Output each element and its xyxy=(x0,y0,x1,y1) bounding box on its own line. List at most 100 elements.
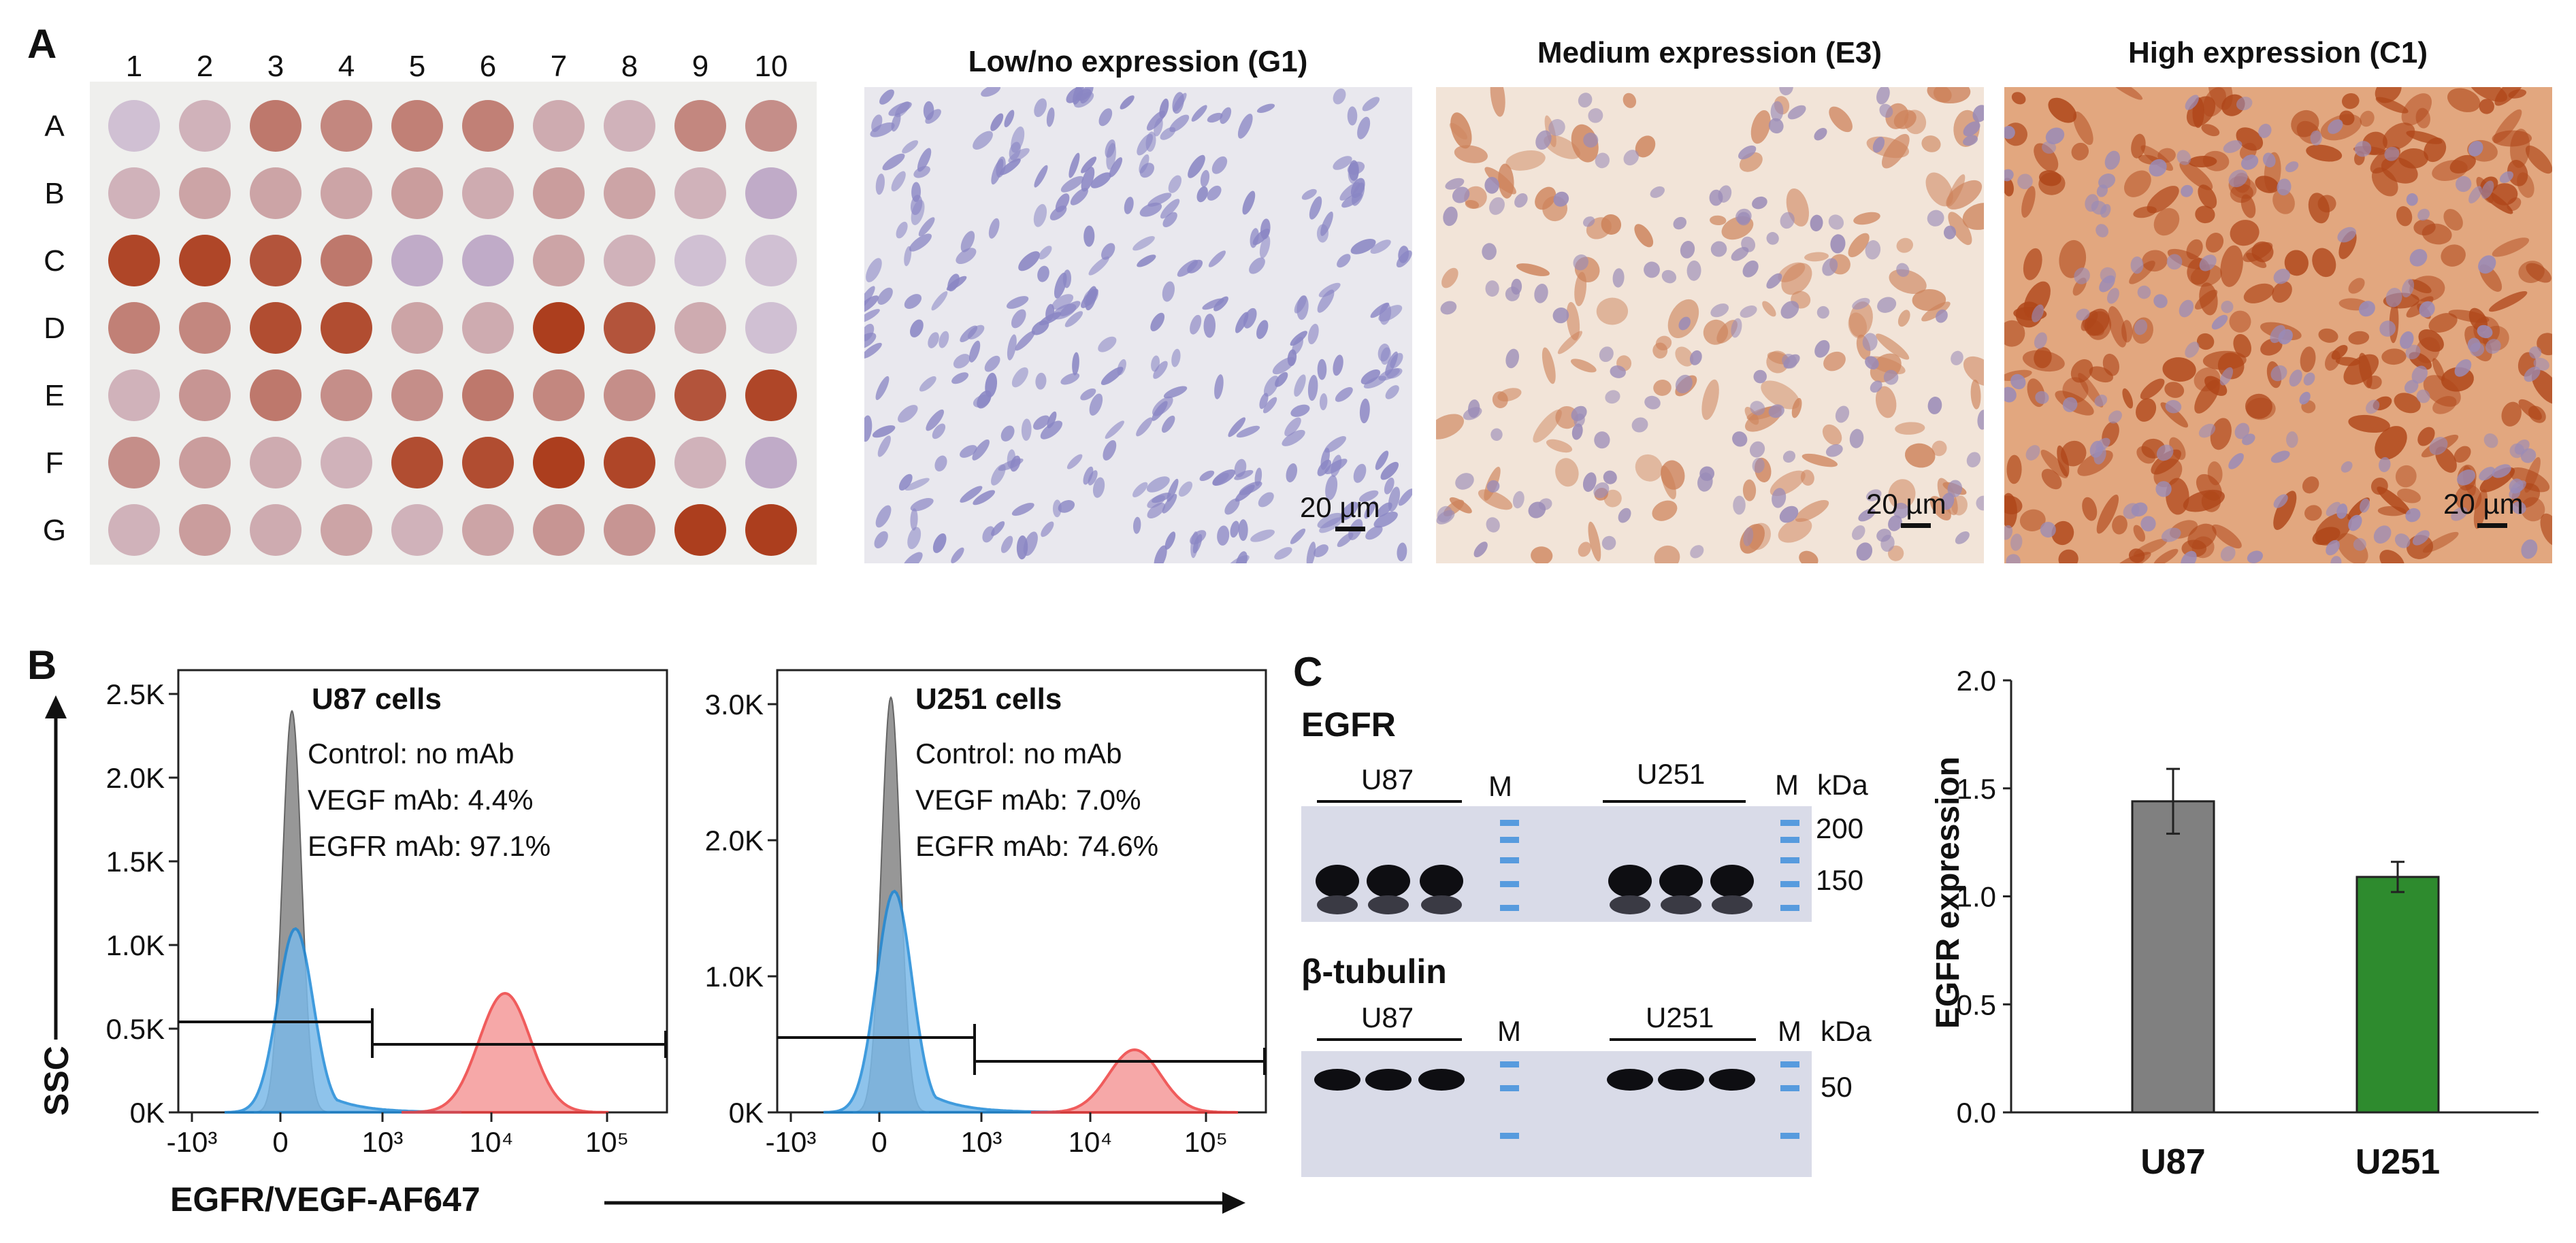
micrograph-medium: 20 µm xyxy=(1436,87,1984,563)
tma-core xyxy=(533,302,585,354)
tma-core xyxy=(533,504,585,556)
flow-x-arrow-head xyxy=(1222,1192,1245,1214)
tma-core xyxy=(250,504,301,556)
x-tick-label: 10⁵ xyxy=(1184,1126,1228,1158)
x-tick-label: 10⁵ xyxy=(585,1126,629,1158)
tma-core xyxy=(391,369,443,421)
y-tick-label: 2.0 xyxy=(1957,665,1996,697)
vegf-histogram xyxy=(224,927,462,1114)
tma-core xyxy=(321,100,372,152)
marker-band xyxy=(1500,881,1519,887)
tma-core xyxy=(674,302,726,354)
tma-core xyxy=(250,369,301,421)
tma-core xyxy=(250,100,301,152)
tma-core xyxy=(533,167,585,219)
tma-row-labels: A B C D E F G xyxy=(43,110,66,547)
x-tick-label: 10³ xyxy=(961,1126,1002,1158)
tma-core xyxy=(250,167,301,219)
tma-core xyxy=(674,369,726,421)
scale-bar-label-low: 20 µm xyxy=(1300,491,1380,523)
tma-core xyxy=(745,437,797,488)
y-tick-label: 0K xyxy=(130,1097,165,1129)
tma-core xyxy=(108,235,160,286)
tma-column-label: 3 xyxy=(267,50,284,83)
flow-x-axis-label: EGFR/VEGF-AF647 xyxy=(170,1180,480,1219)
tma-core xyxy=(745,100,797,152)
tma-core xyxy=(745,235,797,286)
tissue-microarray: 1 2 3 4 5 6 7 8 9 10 A B C D E F G xyxy=(43,50,817,565)
tma-core xyxy=(321,437,372,488)
tma-column-label: 5 xyxy=(409,50,425,83)
tma-column-label: 6 xyxy=(480,50,496,83)
western-blot-panel: EGFR U87 M U251 M kDa 200 150 β-tubulin … xyxy=(1301,706,1872,1177)
marker-band xyxy=(1780,1061,1799,1067)
ssc-axis-label: SSC xyxy=(37,1046,76,1116)
size-label-50: 50 xyxy=(1821,1071,1853,1103)
category-label: U251 xyxy=(2355,1142,2440,1182)
legend-egfr: EGFR mAb: 97.1% xyxy=(308,830,551,862)
tma-core xyxy=(179,504,231,556)
legend-vegf: VEGF mAb: 7.0% xyxy=(915,784,1141,816)
x-tick-label: 10⁴ xyxy=(1069,1126,1113,1158)
marker-label: M xyxy=(1778,1015,1801,1047)
blot-band xyxy=(1420,865,1463,897)
y-tick-label: 1.0K xyxy=(705,961,764,993)
marker-band xyxy=(1500,905,1519,911)
blot-band xyxy=(1608,865,1652,897)
tma-core xyxy=(321,504,372,556)
blot-group-label-u251: U251 xyxy=(1637,758,1705,790)
tma-column-label: 10 xyxy=(755,50,788,83)
tma-core xyxy=(108,302,160,354)
blot-band xyxy=(1368,895,1409,914)
marker-label: M xyxy=(1775,769,1799,801)
tma-core xyxy=(391,302,443,354)
tma-row-label: C xyxy=(44,244,65,278)
blot-group-label-u87: U87 xyxy=(1361,1001,1414,1033)
tma-core xyxy=(321,235,372,286)
legend-control: Control: no mAb xyxy=(308,737,514,769)
tma-column-label: 9 xyxy=(692,50,708,83)
blot-band xyxy=(1659,865,1703,897)
tma-core xyxy=(462,369,514,421)
tma-row-label: B xyxy=(44,177,64,210)
tma-core xyxy=(604,100,655,152)
tma-core xyxy=(179,100,231,152)
tma-core xyxy=(462,504,514,556)
x-tick-label: 10³ xyxy=(362,1126,404,1158)
tma-core xyxy=(674,100,726,152)
marker-band xyxy=(1780,857,1799,863)
micrograph-panels: Low/no expression (G1) Medium expression… xyxy=(864,36,2552,563)
blot-band xyxy=(1314,1069,1360,1091)
micrograph-low: 20 µm xyxy=(864,87,1412,563)
flow-plot-u251: 0K 1.0K 2.0K 3.0K -10³ 0 10³ 10⁴ 10⁵ U251 cells… xyxy=(705,669,1267,1158)
marker-band xyxy=(1500,1061,1519,1067)
blot-band xyxy=(1317,895,1358,914)
x-tick-label: 0 xyxy=(871,1126,887,1158)
tma-core xyxy=(674,504,726,556)
blot-group-label-u87: U87 xyxy=(1361,763,1414,795)
tma-core xyxy=(462,100,514,152)
tma-core xyxy=(745,167,797,219)
scale-bar-medium xyxy=(1901,523,1931,528)
blot-band xyxy=(1316,865,1359,897)
tma-core xyxy=(321,302,372,354)
tma-core xyxy=(108,167,160,219)
tma-core xyxy=(179,235,231,286)
marker-band xyxy=(1500,1085,1519,1091)
blot-band xyxy=(1365,1069,1412,1091)
scale-bar-low xyxy=(1335,527,1365,531)
tma-core xyxy=(674,167,726,219)
tma-row-label: D xyxy=(44,312,65,345)
blot-band xyxy=(1367,865,1410,897)
marker-label: M xyxy=(1488,770,1512,802)
legend-control: Control: no mAb xyxy=(915,737,1122,769)
size-label-150: 150 xyxy=(1816,864,1863,896)
panel-letter-b: B xyxy=(27,642,56,688)
bar-chart-y-ticks: 0.0 0.5 1.0 1.5 2.0 xyxy=(1957,665,2011,1129)
tma-cores xyxy=(108,100,797,556)
flow-plot-frame xyxy=(776,669,1267,1114)
bar-chart-bars: U87 U251 xyxy=(2131,767,2440,1182)
legend-egfr: EGFR mAb: 74.6% xyxy=(915,830,1158,862)
blot-band xyxy=(1607,1069,1653,1091)
blot-band xyxy=(1418,1069,1465,1091)
